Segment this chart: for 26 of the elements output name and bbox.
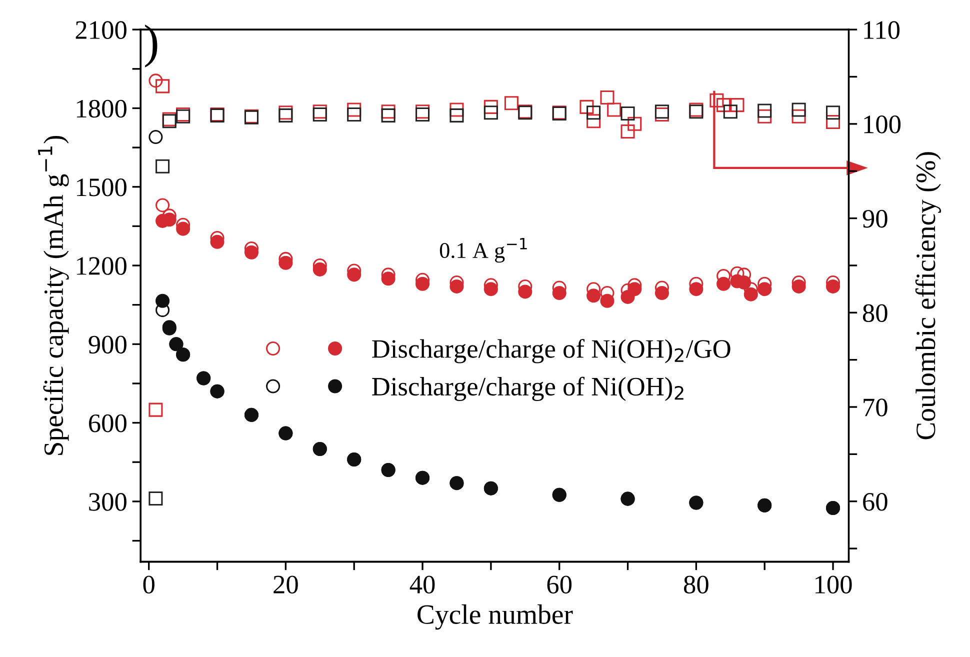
y-tick-label: 600 (89, 414, 126, 432)
x-axis-title: Cycle number (418, 604, 573, 630)
y2-tick-label: 90 (862, 210, 888, 228)
legend-label: Discharge/charge of Ni(OH)$_{2}$ (372, 376, 684, 402)
y2-tick-label: 70 (864, 398, 888, 416)
y2-tick-label: 80 (862, 304, 888, 322)
y2-axis-title: Coulombic efficiency (%) (915, 152, 941, 440)
x-tick-label: 80 (684, 576, 708, 594)
x-tick-label: 60 (547, 576, 572, 594)
x-tick-label: 40 (410, 576, 435, 594)
x-tick-label: 20 (274, 576, 298, 594)
legend-label: Discharge/charge of Ni(OH)$_{2}$/GO (372, 339, 730, 364)
y2-tick-label: 110 (864, 21, 900, 39)
x-tick-label: 0 (143, 576, 154, 594)
y-tick-label: 2100 (76, 21, 126, 39)
annotation: 0.1 A g$^{−1}$ (440, 238, 527, 263)
y2-tick-label: 60 (863, 492, 888, 511)
y-tick-label: 1200 (77, 257, 126, 275)
annotation: ) (145, 24, 158, 68)
y-tick-label: 1500 (77, 178, 126, 196)
y-axis-title: Specific capacity (mAh g$^{−1}$) (38, 136, 69, 455)
x-tick-label: 100 (816, 576, 852, 594)
y-tick-label: 1800 (77, 100, 126, 118)
y-tick-label: 900 (88, 336, 126, 354)
y-tick-label: 300 (89, 493, 126, 511)
y2-tick-label: 100 (864, 116, 901, 134)
